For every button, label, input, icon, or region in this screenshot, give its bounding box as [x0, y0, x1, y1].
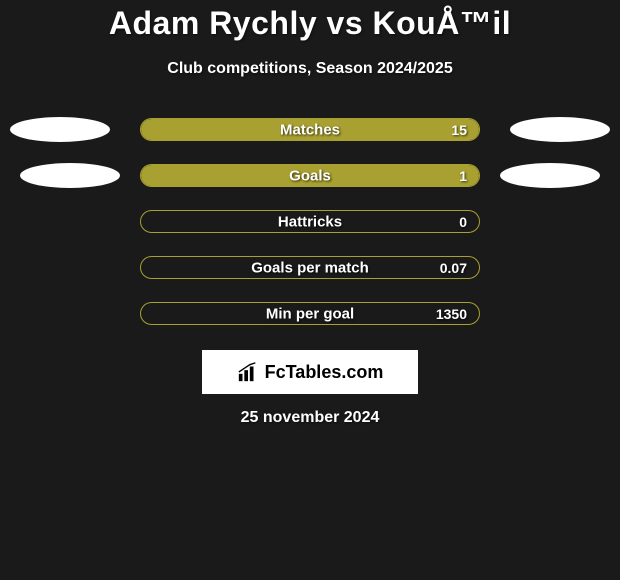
stat-bar: Goals 1: [140, 164, 480, 187]
chart-icon: [237, 361, 259, 383]
logo-text: FcTables.com: [265, 362, 384, 383]
date-text: 25 november 2024: [241, 409, 380, 427]
stat-label: Goals per match: [251, 259, 369, 276]
stat-bar: Hattricks 0: [140, 210, 480, 233]
stat-row-goals: Goals 1: [0, 164, 620, 187]
page-title: Adam Rychly vs KouÅ™il: [109, 5, 511, 42]
stat-bar: Goals per match 0.07: [140, 256, 480, 279]
stat-value: 0.07: [440, 260, 467, 276]
stat-label: Hattricks: [278, 213, 342, 230]
logo-box[interactable]: FcTables.com: [202, 350, 418, 394]
stat-value: 1: [459, 168, 467, 184]
subtitle: Club competitions, Season 2024/2025: [167, 60, 452, 78]
stat-value: 0: [459, 214, 467, 230]
stat-row-goals-per-match: Goals per match 0.07: [0, 256, 620, 279]
stat-bar: Matches 15: [140, 118, 480, 141]
stat-label: Min per goal: [266, 305, 354, 322]
stat-row-min-per-goal: Min per goal 1350: [0, 302, 620, 325]
stat-value: 15: [451, 122, 467, 138]
stats-area: Matches 15 Goals 1 Hattricks 0 Goals per…: [0, 118, 620, 325]
stat-row-hattricks: Hattricks 0: [0, 210, 620, 233]
stat-row-matches: Matches 15: [0, 118, 620, 141]
stat-label: Matches: [280, 121, 340, 138]
stat-value: 1350: [436, 306, 467, 322]
stat-bar: Min per goal 1350: [140, 302, 480, 325]
main-container: Adam Rychly vs KouÅ™il Club competitions…: [0, 0, 620, 427]
stat-label: Goals: [289, 167, 331, 184]
